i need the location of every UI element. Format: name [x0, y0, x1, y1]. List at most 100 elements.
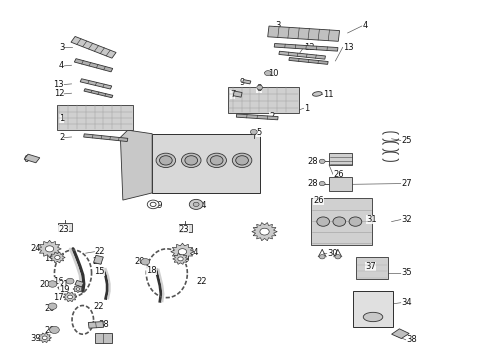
Text: 8: 8: [256, 84, 262, 93]
Text: 32: 32: [401, 215, 412, 224]
Polygon shape: [274, 44, 338, 51]
Text: 21: 21: [93, 257, 103, 266]
Text: 23: 23: [58, 225, 69, 234]
Circle shape: [159, 156, 172, 165]
Text: 33: 33: [254, 227, 265, 236]
Circle shape: [193, 202, 199, 207]
Circle shape: [141, 258, 150, 265]
Circle shape: [319, 255, 325, 259]
Text: 28: 28: [308, 179, 319, 188]
Text: 3: 3: [59, 43, 64, 52]
Text: 30: 30: [327, 249, 338, 258]
Polygon shape: [236, 114, 278, 120]
Circle shape: [49, 326, 59, 333]
Text: 26: 26: [314, 195, 324, 204]
Bar: [353, 291, 392, 327]
Polygon shape: [268, 26, 340, 41]
Polygon shape: [63, 292, 77, 302]
Circle shape: [207, 153, 226, 167]
Polygon shape: [74, 59, 113, 72]
Text: 20: 20: [135, 257, 146, 266]
Text: 7: 7: [230, 90, 235, 99]
Text: 21: 21: [59, 280, 69, 289]
Text: 11: 11: [323, 90, 334, 99]
Circle shape: [48, 303, 57, 310]
Circle shape: [335, 255, 341, 259]
Text: 20: 20: [44, 304, 54, 313]
Text: 31: 31: [366, 215, 377, 224]
Text: 5: 5: [256, 128, 262, 137]
Circle shape: [46, 246, 54, 252]
Text: 29: 29: [152, 201, 163, 210]
Text: 39: 39: [30, 334, 41, 343]
Circle shape: [147, 200, 159, 209]
Text: 38: 38: [406, 336, 417, 345]
Bar: [329, 177, 352, 192]
Polygon shape: [95, 333, 112, 343]
Text: 40: 40: [103, 334, 114, 343]
Text: 28: 28: [308, 157, 319, 166]
Circle shape: [76, 288, 79, 290]
Circle shape: [210, 156, 223, 165]
Text: 3: 3: [275, 21, 281, 30]
Polygon shape: [71, 36, 116, 58]
Ellipse shape: [313, 92, 322, 96]
Polygon shape: [38, 333, 51, 343]
Polygon shape: [121, 130, 152, 200]
Circle shape: [178, 249, 187, 255]
Text: 23: 23: [178, 225, 189, 234]
Polygon shape: [24, 154, 40, 163]
Circle shape: [319, 181, 325, 186]
Polygon shape: [94, 255, 103, 264]
Circle shape: [236, 156, 248, 165]
Polygon shape: [73, 285, 83, 293]
Polygon shape: [88, 321, 103, 328]
Polygon shape: [75, 280, 84, 287]
Text: 6: 6: [24, 155, 29, 164]
Text: 38: 38: [98, 320, 109, 329]
Text: 16: 16: [52, 276, 63, 285]
Text: 13: 13: [53, 80, 64, 89]
Circle shape: [257, 85, 263, 90]
Text: 20: 20: [39, 280, 49, 289]
Polygon shape: [171, 243, 194, 260]
Circle shape: [265, 71, 271, 76]
Text: 22: 22: [94, 302, 104, 311]
Polygon shape: [80, 79, 112, 89]
Polygon shape: [228, 87, 299, 113]
Circle shape: [66, 278, 74, 284]
Circle shape: [48, 281, 57, 287]
Polygon shape: [38, 240, 61, 257]
Text: 19: 19: [59, 285, 69, 294]
Circle shape: [68, 295, 73, 299]
Text: 1: 1: [304, 104, 309, 113]
Text: 9: 9: [240, 78, 245, 87]
Circle shape: [232, 153, 252, 167]
Text: 34: 34: [401, 298, 412, 307]
Text: 19: 19: [44, 254, 54, 263]
Circle shape: [317, 217, 330, 226]
Circle shape: [55, 256, 60, 260]
Polygon shape: [311, 198, 372, 244]
Text: 14: 14: [196, 201, 207, 210]
Text: 35: 35: [401, 268, 412, 277]
Text: 24: 24: [188, 248, 199, 257]
Text: 24: 24: [30, 244, 41, 253]
Text: 20: 20: [44, 326, 54, 335]
Circle shape: [181, 153, 201, 167]
Polygon shape: [84, 89, 113, 98]
Text: 27: 27: [401, 179, 412, 188]
Text: 2: 2: [269, 112, 274, 121]
Polygon shape: [84, 134, 128, 141]
Circle shape: [185, 156, 197, 165]
Polygon shape: [252, 222, 277, 241]
Circle shape: [42, 336, 47, 339]
Text: 17: 17: [52, 293, 63, 302]
Polygon shape: [172, 253, 188, 264]
Bar: [329, 153, 352, 165]
Circle shape: [333, 217, 345, 226]
Text: 12: 12: [304, 43, 314, 52]
Polygon shape: [49, 252, 65, 263]
Text: 26: 26: [333, 170, 343, 179]
Circle shape: [156, 153, 175, 167]
